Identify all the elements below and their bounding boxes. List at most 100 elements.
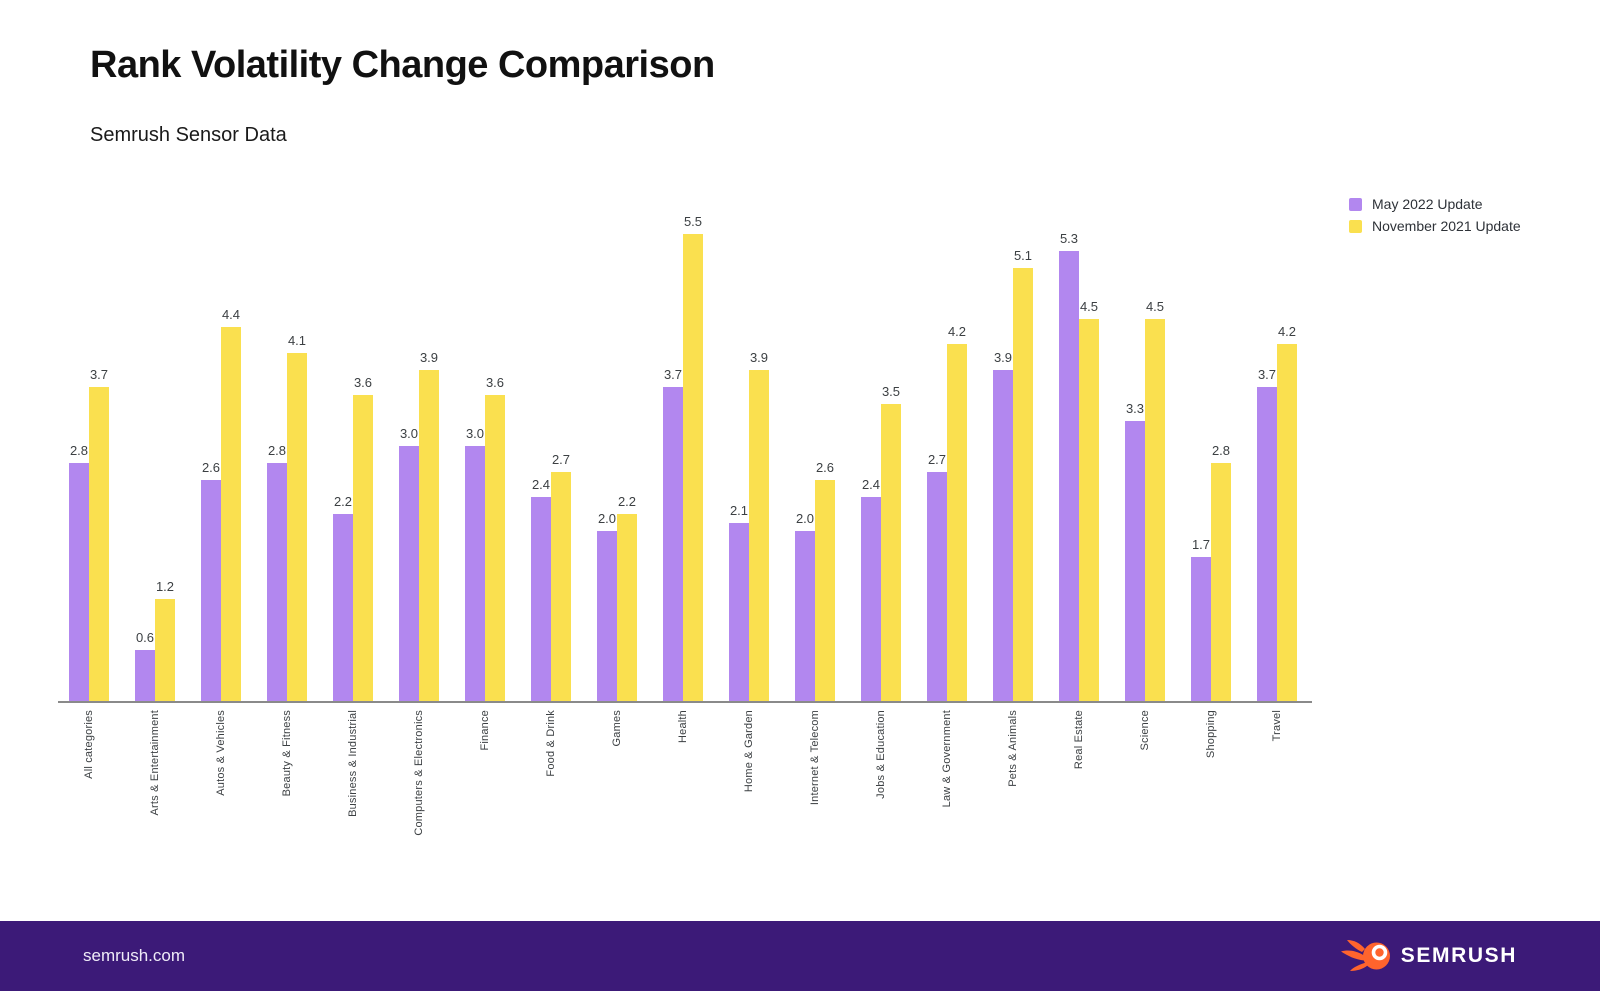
bar-may-2022-update-health [663, 386, 683, 701]
value-label-may-2022-update-computers-electronics: 3.0 [399, 426, 419, 441]
bar-group-jobs-education: 2.4 3.5 Jobs & Education [861, 233, 901, 799]
bar-group-home-garden: 2.1 3.9 Home & Garden [729, 233, 769, 792]
value-label-november-2021-update-autos-vehicles: 4.4 [221, 307, 241, 322]
value-label-may-2022-update-internet-telecom: 2.0 [795, 511, 815, 526]
bar-may-2022-update-autos-vehicles [201, 480, 221, 701]
footer: semrush.com SEMRUSH [0, 921, 1600, 991]
value-label-november-2021-update-shopping: 2.8 [1211, 443, 1231, 458]
bar-group-internet-telecom: 2.0 2.6 Internet & Telecom [795, 233, 835, 805]
category-label-games: Games [611, 710, 623, 747]
category-label-science: Science [1139, 710, 1151, 751]
bar-may-2022-update-beauty-fitness [267, 463, 287, 701]
value-label-may-2022-update-health: 3.7 [663, 366, 683, 382]
value-label-may-2022-update-pets-animals: 3.9 [993, 349, 1013, 365]
bar-group-business-industrial: 2.2 3.6 Business & Industrial [333, 233, 373, 817]
bar-may-2022-update-travel [1257, 386, 1277, 701]
legend-swatch-november-2021-icon [1349, 219, 1362, 233]
value-label-may-2022-update-real-estate: 5.3 [1059, 230, 1079, 246]
category-label-home-garden: Home & Garden [743, 710, 755, 793]
bar-may-2022-update-jobs-education [861, 497, 881, 701]
value-label-may-2022-update-games: 2.0 [597, 511, 617, 526]
value-label-may-2022-update-autos-vehicles: 2.6 [201, 460, 221, 475]
category-label-finance: Finance [479, 710, 491, 751]
bar-november-2021-update-home-garden [749, 369, 769, 701]
bar-group-all-categories: 2.8 3.7 All categories [69, 233, 109, 779]
category-label-business-industrial: Business & Industrial [347, 710, 359, 817]
bar-may-2022-update-business-industrial [333, 514, 353, 701]
category-label-all-categories: All categories [83, 710, 95, 779]
bar-group-shopping: 1.7 2.8 Shopping [1191, 233, 1231, 758]
value-label-may-2022-update-beauty-fitness: 2.8 [267, 443, 287, 458]
bar-may-2022-update-computers-electronics [399, 446, 419, 701]
bar-november-2021-update-finance [485, 395, 505, 701]
value-label-november-2021-update-food-drink: 2.7 [551, 451, 571, 467]
value-label-november-2021-update-finance: 3.6 [485, 375, 505, 390]
bar-may-2022-update-internet-telecom [795, 531, 815, 701]
value-label-november-2021-update-law-government: 4.2 [947, 324, 967, 339]
bar-november-2021-update-shopping [1211, 463, 1231, 701]
bar-group-games: 2.0 2.2 Games [597, 233, 637, 746]
bar-november-2021-update-arts-entertainment [155, 599, 175, 701]
value-label-november-2021-update-science: 4.5 [1145, 298, 1165, 314]
bar-november-2021-update-food-drink [551, 471, 571, 701]
bar-may-2022-update-games [597, 531, 617, 701]
bar-group-computers-electronics: 3.0 3.9 Computers & Electronics [399, 233, 439, 836]
legend-item-may-2022: May 2022 Update [1349, 193, 1521, 215]
category-label-autos-vehicles: Autos & Vehicles [215, 710, 227, 796]
bar-november-2021-update-all-categories [89, 386, 109, 701]
value-label-may-2022-update-travel: 3.7 [1257, 366, 1277, 382]
footer-url: semrush.com [83, 946, 186, 965]
value-label-november-2021-update-health: 5.5 [683, 213, 703, 229]
category-label-real-estate: Real Estate [1073, 710, 1085, 770]
value-label-may-2022-update-food-drink: 2.4 [531, 477, 551, 492]
category-label-beauty-fitness: Beauty & Fitness [281, 710, 293, 797]
semrush-wordmark: SEMRUSH [1400, 944, 1517, 967]
bar-may-2022-update-home-garden [729, 522, 749, 701]
bar-group-food-drink: 2.4 2.7 Food & Drink [531, 233, 571, 777]
bar-may-2022-update-law-government [927, 471, 947, 701]
bar-group-arts-entertainment: 0.6 1.2 Arts & Entertainment [135, 233, 175, 816]
category-label-arts-entertainment: Arts & Entertainment [149, 710, 161, 816]
value-label-november-2021-update-business-industrial: 3.6 [353, 375, 373, 390]
bar-may-2022-update-food-drink [531, 497, 551, 701]
bar-group-real-estate: 5.3 4.5 Real Estate [1059, 231, 1099, 769]
bar-group-pets-animals: 3.9 5.1 Pets & Animals [993, 233, 1033, 787]
value-label-november-2021-update-internet-telecom: 2.6 [815, 460, 835, 475]
value-label-may-2022-update-finance: 3.0 [465, 426, 485, 441]
bar-november-2021-update-computers-electronics [419, 369, 439, 701]
value-label-may-2022-update-business-industrial: 2.2 [333, 494, 353, 509]
bar-november-2021-update-real-estate [1079, 318, 1099, 701]
bar-november-2021-update-jobs-education [881, 403, 901, 701]
category-label-food-drink: Food & Drink [545, 710, 557, 777]
value-label-may-2022-update-home-garden: 2.1 [729, 502, 749, 518]
value-label-november-2021-update-travel: 4.2 [1277, 324, 1297, 339]
value-label-november-2021-update-computers-electronics: 3.9 [419, 349, 439, 365]
bar-november-2021-update-law-government [947, 344, 967, 701]
bar-chart: 2.8 3.7 All categories 0.6 1.2 Arts & Enterta… [58, 214, 1312, 836]
value-label-november-2021-update-all-categories: 3.7 [89, 366, 109, 382]
semrush-comet-icon [1340, 940, 1390, 971]
bar-november-2021-update-beauty-fitness [287, 352, 307, 701]
bar-may-2022-update-finance [465, 446, 485, 701]
value-label-november-2021-update-beauty-fitness: 4.1 [287, 332, 307, 348]
value-label-november-2021-update-jobs-education: 3.5 [881, 383, 901, 399]
chart-legend: May 2022 Update November 2021 Update [1349, 193, 1521, 237]
bar-november-2021-update-pets-animals [1013, 267, 1033, 701]
bar-november-2021-update-autos-vehicles [221, 327, 241, 701]
bar-may-2022-update-pets-animals [993, 369, 1013, 701]
category-label-law-government: Law & Government [941, 710, 953, 808]
bar-may-2022-update-arts-entertainment [135, 650, 155, 701]
bar-november-2021-update-science [1145, 318, 1165, 701]
category-label-jobs-education: Jobs & Education [875, 710, 887, 799]
bar-may-2022-update-all-categories [69, 463, 89, 701]
bar-november-2021-update-business-industrial [353, 395, 373, 701]
bar-group-health: 3.7 5.5 Health [663, 214, 703, 743]
category-label-computers-electronics: Computers & Electronics [413, 710, 425, 836]
value-label-november-2021-update-arts-entertainment: 1.2 [155, 579, 175, 594]
bar-may-2022-update-real-estate [1059, 250, 1079, 701]
value-label-may-2022-update-jobs-education: 2.4 [861, 477, 881, 492]
chart-subtitle: Semrush Sensor Data [90, 124, 287, 146]
bar-may-2022-update-science [1125, 420, 1145, 701]
bar-group-beauty-fitness: 2.8 4.1 Beauty & Fitness [267, 233, 307, 796]
value-label-november-2021-update-real-estate: 4.5 [1079, 298, 1099, 314]
